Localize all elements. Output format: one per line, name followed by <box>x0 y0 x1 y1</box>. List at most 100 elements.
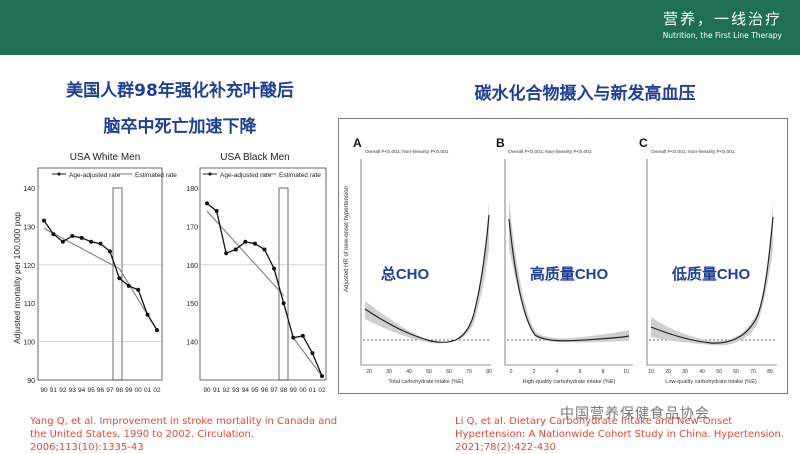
chart2-frame <box>199 167 327 381</box>
panel-b-xtick: 0 <box>510 369 513 375</box>
chart1-point <box>145 312 150 317</box>
panel-a-xtick: 50 <box>426 369 432 375</box>
chart1-ytick: 130 <box>23 224 35 231</box>
panel-a-xtick: 40 <box>406 369 412 375</box>
right-ylabel: Adjusted HR of new-onset hypertension <box>344 186 350 292</box>
chart1-point <box>107 249 112 254</box>
panel-b-curve <box>508 218 630 342</box>
panel-a-xtick: 30 <box>386 369 392 375</box>
chart2-point <box>233 247 238 252</box>
chart2-xtick: 97 <box>270 387 278 394</box>
panel-c-xtick: 10 <box>648 369 654 375</box>
panel-c-xtick: 20 <box>665 369 671 375</box>
chart2-ytick: 160 <box>186 263 198 270</box>
panel-c-xlabel: Low-quality carbohydrate intake (%E) <box>665 379 757 385</box>
chart1-1998-marker <box>112 187 123 381</box>
chart1-xtick: 00 <box>135 387 143 394</box>
panel-a-stat: Overall P<0.001; Non-linearity P<0.001 <box>365 149 449 155</box>
chart2-xtick: 94 <box>242 387 250 394</box>
panel-a-xtick: 80 <box>486 369 492 375</box>
chart1-xtick: 90 <box>40 387 48 394</box>
panel-a-xtick: 60 <box>446 369 452 375</box>
chart2-xtick: 96 <box>261 387 269 394</box>
chart2-point <box>205 201 209 206</box>
chart2-xtick: 00 <box>299 387 307 394</box>
chart2-estimated-line <box>292 337 323 377</box>
chart2-xtick: 91 <box>213 387 221 394</box>
chart1-xtick: 02 <box>153 387 161 394</box>
panel-b-xtick: 2 <box>533 369 536 375</box>
chart2-estimated-line <box>206 210 285 296</box>
panel-b-xtick: 10 <box>623 369 629 375</box>
chart1-point <box>42 218 46 223</box>
panel-b-xtick: 4 <box>556 369 559 375</box>
chart1-xtick: 99 <box>125 387 133 394</box>
panel-b-stat: Overall P<0.001; Non-linearity P<0.001 <box>508 149 592 155</box>
chart2-xtick: 02 <box>318 387 326 394</box>
panel-c-xtick: 80 <box>767 369 773 375</box>
chart2-title: USA Black Men <box>220 152 289 163</box>
chart2-ytick: 140 <box>186 340 198 347</box>
panel-b-xtick: 6 <box>579 369 582 375</box>
chart2-ytick: 150 <box>186 301 198 308</box>
chart2-legend-age: Age-adjusted rate <box>220 172 272 179</box>
chart2-point <box>300 333 305 338</box>
left-charts: Adjusted mortality per 100,000 pop USA W… <box>12 152 327 394</box>
chart1-ytick: 110 <box>24 301 35 308</box>
chart1-xtick: 93 <box>69 387 77 394</box>
panel-b-xlabel: High-quality carbohydrate intake (%E) <box>523 379 616 385</box>
panel-c-curve <box>650 216 774 344</box>
chart1-ytick: 100 <box>23 340 35 347</box>
left-heading-line1: 美国人群98年强化补充叶酸后 <box>66 81 294 101</box>
chart1-point <box>79 235 84 240</box>
chart1-point <box>117 276 122 281</box>
panel-b-xtick: 8 <box>602 369 605 375</box>
left-heading-line2: 脑卒中死亡加速下降 <box>103 117 257 137</box>
chart2-point <box>243 239 248 244</box>
panel-a-letter: A <box>353 136 362 150</box>
panel-a-xtick: 70 <box>466 369 472 375</box>
brand-subtitle: Nutrition, the First Line Therapy <box>662 31 782 40</box>
panel-a-xticks: 20 30 40 50 60 70 80 <box>366 369 492 375</box>
watermark: 中国营养保健食品协会 <box>560 406 710 422</box>
chart2-point <box>272 266 277 271</box>
chart2-marks: 180 170 160 150 140 90 91 92 93 94 95 96 97 98 99 00 01 0… <box>186 186 326 394</box>
chart1-xtick: 94 <box>78 387 86 394</box>
panel-a-curve <box>364 214 490 343</box>
chart1-frame <box>37 167 163 381</box>
panel-c-stat: Overall P<0.001; Non-linearity P<0.001 <box>651 149 735 155</box>
chart1-xtick: 96 <box>97 387 105 394</box>
panel-a-xtick: 20 <box>366 369 372 375</box>
right-figure: Adjusted HR of new-onset hypertension A … <box>344 136 777 385</box>
chart2-1998-marker <box>278 187 289 381</box>
panel-c-xtick: 60 <box>733 369 739 375</box>
chart1-point <box>60 239 65 244</box>
brand-title: 营养，一线治疗 <box>662 10 782 28</box>
chart2-legend-est: Estimated rate <box>279 172 321 179</box>
panel-c-xtick: 30 <box>682 369 688 375</box>
panel-c-xticks: 10 20 30 40 50 60 70 80 <box>648 369 773 375</box>
header-bar: 营养，一线治疗 Nutrition, the First Line Therap… <box>0 0 800 55</box>
chart2-point <box>252 241 257 246</box>
chart2-ytick: 170 <box>186 224 198 231</box>
chart2-point <box>320 374 324 379</box>
panel-c-ci-band <box>651 199 773 346</box>
panel-c-letter: C <box>639 136 648 150</box>
panel-b-overlay: 高质量CHO <box>530 265 609 283</box>
left-ylabel: Adjusted mortality per 100,000 pop <box>12 212 22 344</box>
panel-b-xticks: 0 2 4 6 8 10 <box>510 369 629 375</box>
chart1-ytick: 120 <box>23 263 35 270</box>
chart2-legend: Age-adjusted rate Estimated rate <box>203 172 321 179</box>
chart1-xtick: 92 <box>59 387 67 394</box>
chart2-xtick: 99 <box>290 387 298 394</box>
chart1-title: USA White Men <box>70 152 141 163</box>
chart1-ytick: 90 <box>27 378 35 385</box>
chart2-xtick: 93 <box>232 387 240 394</box>
panel-a-overlay: 总CHO <box>381 265 430 283</box>
chart2-xtick: 92 <box>223 387 231 394</box>
panel-a-xlabel: Total carbohydrate intake (%E) <box>388 379 463 385</box>
chart1-point <box>136 287 141 292</box>
chart1-legend-est: Estimated rate <box>135 172 177 179</box>
panel-c-xtick: 40 <box>699 369 705 375</box>
